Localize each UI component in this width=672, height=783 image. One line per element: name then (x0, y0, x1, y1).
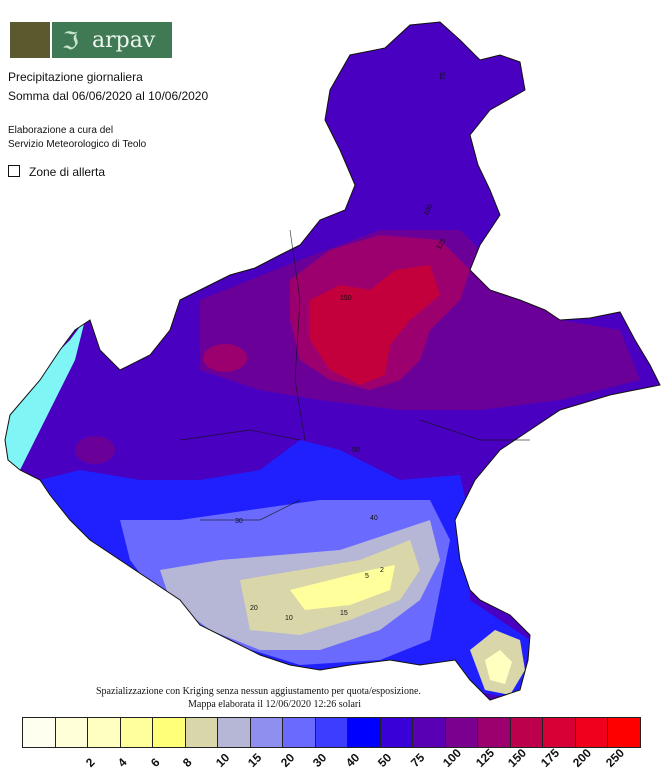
legend-swatch (87, 717, 121, 748)
legend-swatch (184, 717, 219, 748)
arpav-brand-box: ℑ arpav (52, 22, 172, 58)
legend-swatch (509, 717, 544, 748)
map-subtitle: Somma dal 06/06/2020 al 10/06/2020 (8, 89, 209, 103)
legend-swatch (22, 717, 56, 748)
lion-of-saint-mark-icon (10, 22, 50, 58)
legend-swatch (249, 717, 284, 748)
legend-swatch (282, 717, 316, 748)
arpav-wave-icon: ℑ (62, 27, 79, 55)
legend-swatch (444, 717, 479, 748)
logo-text: arpav (92, 28, 156, 53)
arpav-logo: ℑ arpav (10, 22, 172, 58)
legend-swatch (54, 717, 89, 748)
credit-line-1: Elaborazione a cura del (8, 125, 114, 136)
legend-swatch (412, 717, 446, 748)
legend-swatch (542, 717, 576, 748)
legend-swatch (119, 717, 154, 748)
alert-zones-checkbox[interactable] (8, 165, 20, 177)
legend-swatch (152, 717, 186, 748)
legend-swatch (217, 717, 251, 748)
legend-swatch (607, 717, 641, 748)
legend-swatch (314, 717, 349, 748)
footnote-date: Mappa elaborata il 12/06/2020 12:26 sola… (188, 699, 362, 710)
map-title: Precipitazione giornaliera (8, 70, 143, 84)
footnote-method: Spazializzazione con Kriging senza nessu… (96, 686, 421, 697)
legend-swatch (477, 717, 511, 748)
credit-line-2: Servizio Meteorologico di Teolo (8, 139, 147, 150)
legend-swatch (574, 717, 609, 748)
legend-swatch (347, 717, 381, 748)
legend-swatch (379, 717, 414, 748)
alert-zones-label: Zone di allerta (29, 165, 106, 179)
